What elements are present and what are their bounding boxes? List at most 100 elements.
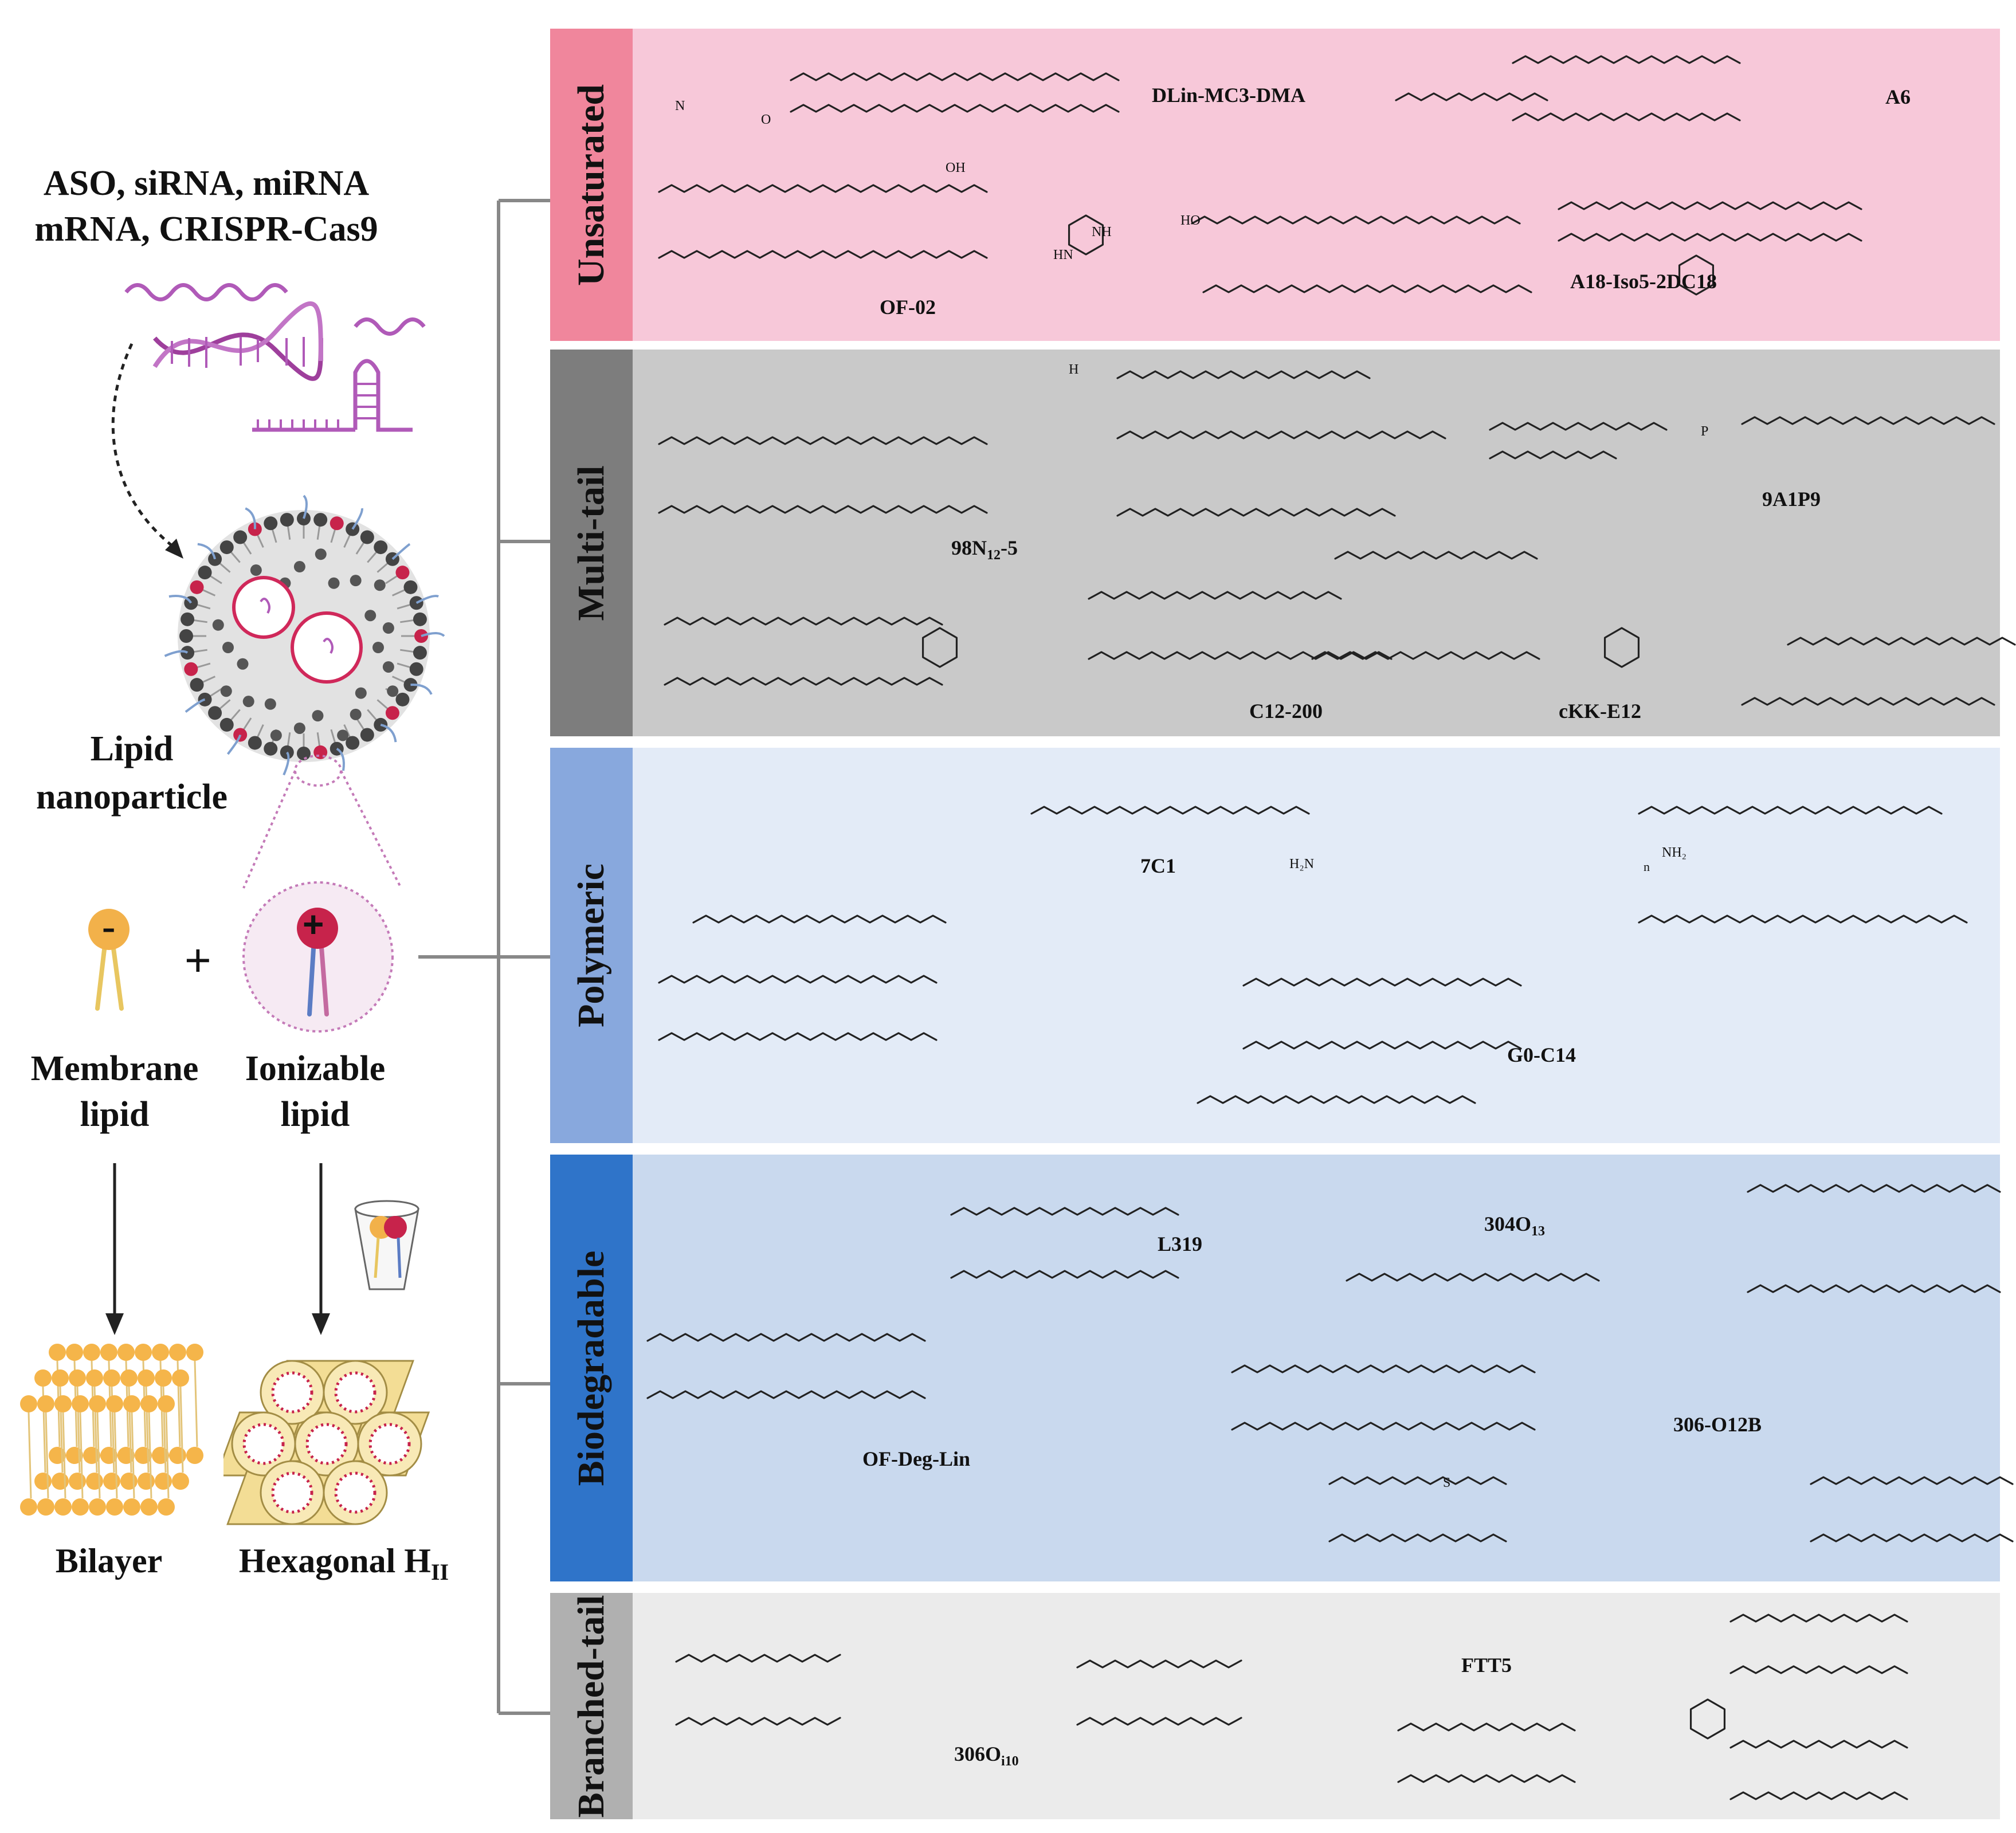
alkyl-chain: [790, 72, 1120, 81]
alkyl-chain: [1202, 284, 1532, 293]
band-tab-polymeric: Polymeric: [550, 748, 633, 1143]
bilayer-head-top: [152, 1344, 169, 1361]
alkyl-chain: [1558, 233, 1862, 242]
alkyl-chain: [658, 505, 988, 514]
bilayer-head-bottom: [89, 1498, 106, 1516]
alkyl-chain: [1729, 1665, 1908, 1674]
atom-label-p: P: [1701, 424, 1709, 439]
inner-lipid: [382, 661, 394, 673]
lipid-head: [403, 580, 418, 594]
alkyl-chain: [646, 1390, 926, 1399]
alkyl-chain: [1088, 591, 1342, 600]
bilayer-tail: [194, 1360, 198, 1447]
alkyl-chain: [1030, 806, 1310, 815]
alkyl-chain: [1489, 450, 1617, 460]
bilayer-head-bottom: [20, 1498, 37, 1516]
lipid-98n-main: 98N: [951, 536, 987, 559]
arrow-down-icon-2: [312, 1163, 330, 1335]
nanoparticle-label: Lipid nanoparticle: [23, 725, 241, 821]
ionizable-line-2: lipid: [280, 1095, 350, 1134]
bilayer-head-top: [69, 1369, 86, 1387]
bilayer-head-top: [103, 1369, 120, 1387]
alkyl-chain: [1638, 914, 1968, 924]
lipid-name-306-o12b: 306-O12B: [1673, 1413, 1762, 1436]
band-tab-unsaturated: Unsaturated: [550, 29, 633, 341]
bilayer-tail: [113, 1412, 118, 1499]
bilayer-tail: [148, 1412, 152, 1499]
atom-label-subscript-n: n: [1644, 859, 1650, 874]
inner-lipid: [220, 685, 232, 697]
alkyl-chain: [1088, 651, 1393, 660]
alkyl-chain: [1231, 1422, 1536, 1431]
peg-chain: [415, 595, 439, 605]
atom-label-h: H: [1069, 362, 1079, 377]
lipid-306o-sub: i10: [1001, 1754, 1019, 1769]
band-body-polymeric: [633, 748, 2000, 1143]
lipid-head: [409, 662, 423, 676]
alkyl-chain: [1489, 422, 1668, 431]
bilayer-head-top: [158, 1395, 175, 1412]
inner-lipid: [264, 698, 276, 710]
inner-lipid: [270, 729, 282, 741]
hexagonal-cylinder-core: [334, 1371, 376, 1414]
hexagonal-subscript: II: [430, 1559, 449, 1585]
alkyl-chain: [664, 617, 943, 626]
bilayer-head-bottom: [140, 1498, 158, 1516]
bilayer-head-top: [86, 1369, 103, 1387]
bilayer-head-top: [172, 1369, 189, 1387]
bilayer-head-top: [135, 1344, 152, 1361]
bilayer-head-top: [34, 1369, 52, 1387]
peg-chain: [197, 543, 217, 560]
bilayer-head-top: [123, 1395, 140, 1412]
lipid-name-l319: L319: [1158, 1233, 1203, 1255]
inner-lipid: [222, 642, 234, 653]
lipid-head: [413, 612, 427, 626]
alkyl-chain: [664, 677, 943, 686]
lipid-name-9a1p9: 9A1P9: [1762, 488, 1821, 511]
plus-sign: +: [303, 904, 324, 945]
lipid-name-ftt5: FTT5: [1461, 1654, 1512, 1677]
lipid-name-98n12-5: 98N12-5: [951, 536, 1018, 563]
inner-lipid: [293, 722, 305, 734]
lipid-head: [385, 706, 399, 720]
alkyl-chain: [1747, 1184, 2001, 1193]
alkyl-chain: [1741, 416, 1995, 425]
lipid-head: [219, 717, 234, 732]
lipid-head: [313, 513, 328, 527]
atom-label-o: O: [761, 112, 771, 127]
band-multi-tail: Multi-tail: [550, 350, 2000, 736]
inner-lipid: [372, 642, 384, 653]
lipid-head: [264, 516, 278, 531]
bilayer-head-top: [120, 1369, 138, 1387]
bilayer-tail: [179, 1386, 184, 1473]
alkyl-chain: [1242, 978, 1522, 987]
lipid-304o-sub: 13: [1531, 1224, 1546, 1239]
atom-label-n: N: [675, 99, 685, 113]
ionizable-lipid-label: Ionizable lipid: [218, 1046, 413, 1137]
alkyl-chain: [1116, 430, 1446, 439]
alkyl-chain: [1729, 1614, 1908, 1623]
lipid-head: [181, 612, 195, 626]
lipid-head: [395, 692, 410, 706]
ring-structure: [1689, 1698, 1726, 1740]
lipid-name-of-deg-lin: OF-Deg-Lin: [862, 1447, 970, 1470]
bilayer-head-top: [140, 1395, 158, 1412]
alkyl-chain: [1810, 1476, 2014, 1485]
lipid-name-ckk-e12: cKK-E12: [1559, 700, 1641, 723]
peg-chain: [245, 507, 256, 529]
lipid-head: [264, 741, 278, 756]
atom-label-hn: HN: [1053, 248, 1073, 262]
lipid-head: [190, 580, 204, 594]
bilayer-head-top: [52, 1369, 69, 1387]
bilayer-head-top: [37, 1395, 54, 1412]
lipid-name-304o13: 304O13: [1484, 1212, 1545, 1239]
bilayer-tail: [96, 1412, 101, 1499]
hexagonal-text: Hexagonal H: [238, 1542, 431, 1580]
hexagonal-cylinder-core: [305, 1423, 348, 1465]
lipid-head: [219, 540, 234, 555]
atom-label-h2n: H₂N: [1289, 857, 1315, 872]
lipid-name-dlin-mc3-dma: DLin-MC3-DMA: [1152, 84, 1305, 107]
inner-lipid: [212, 619, 224, 631]
bilayer-head-top: [54, 1395, 72, 1412]
alkyl-chain: [1729, 1740, 1908, 1749]
